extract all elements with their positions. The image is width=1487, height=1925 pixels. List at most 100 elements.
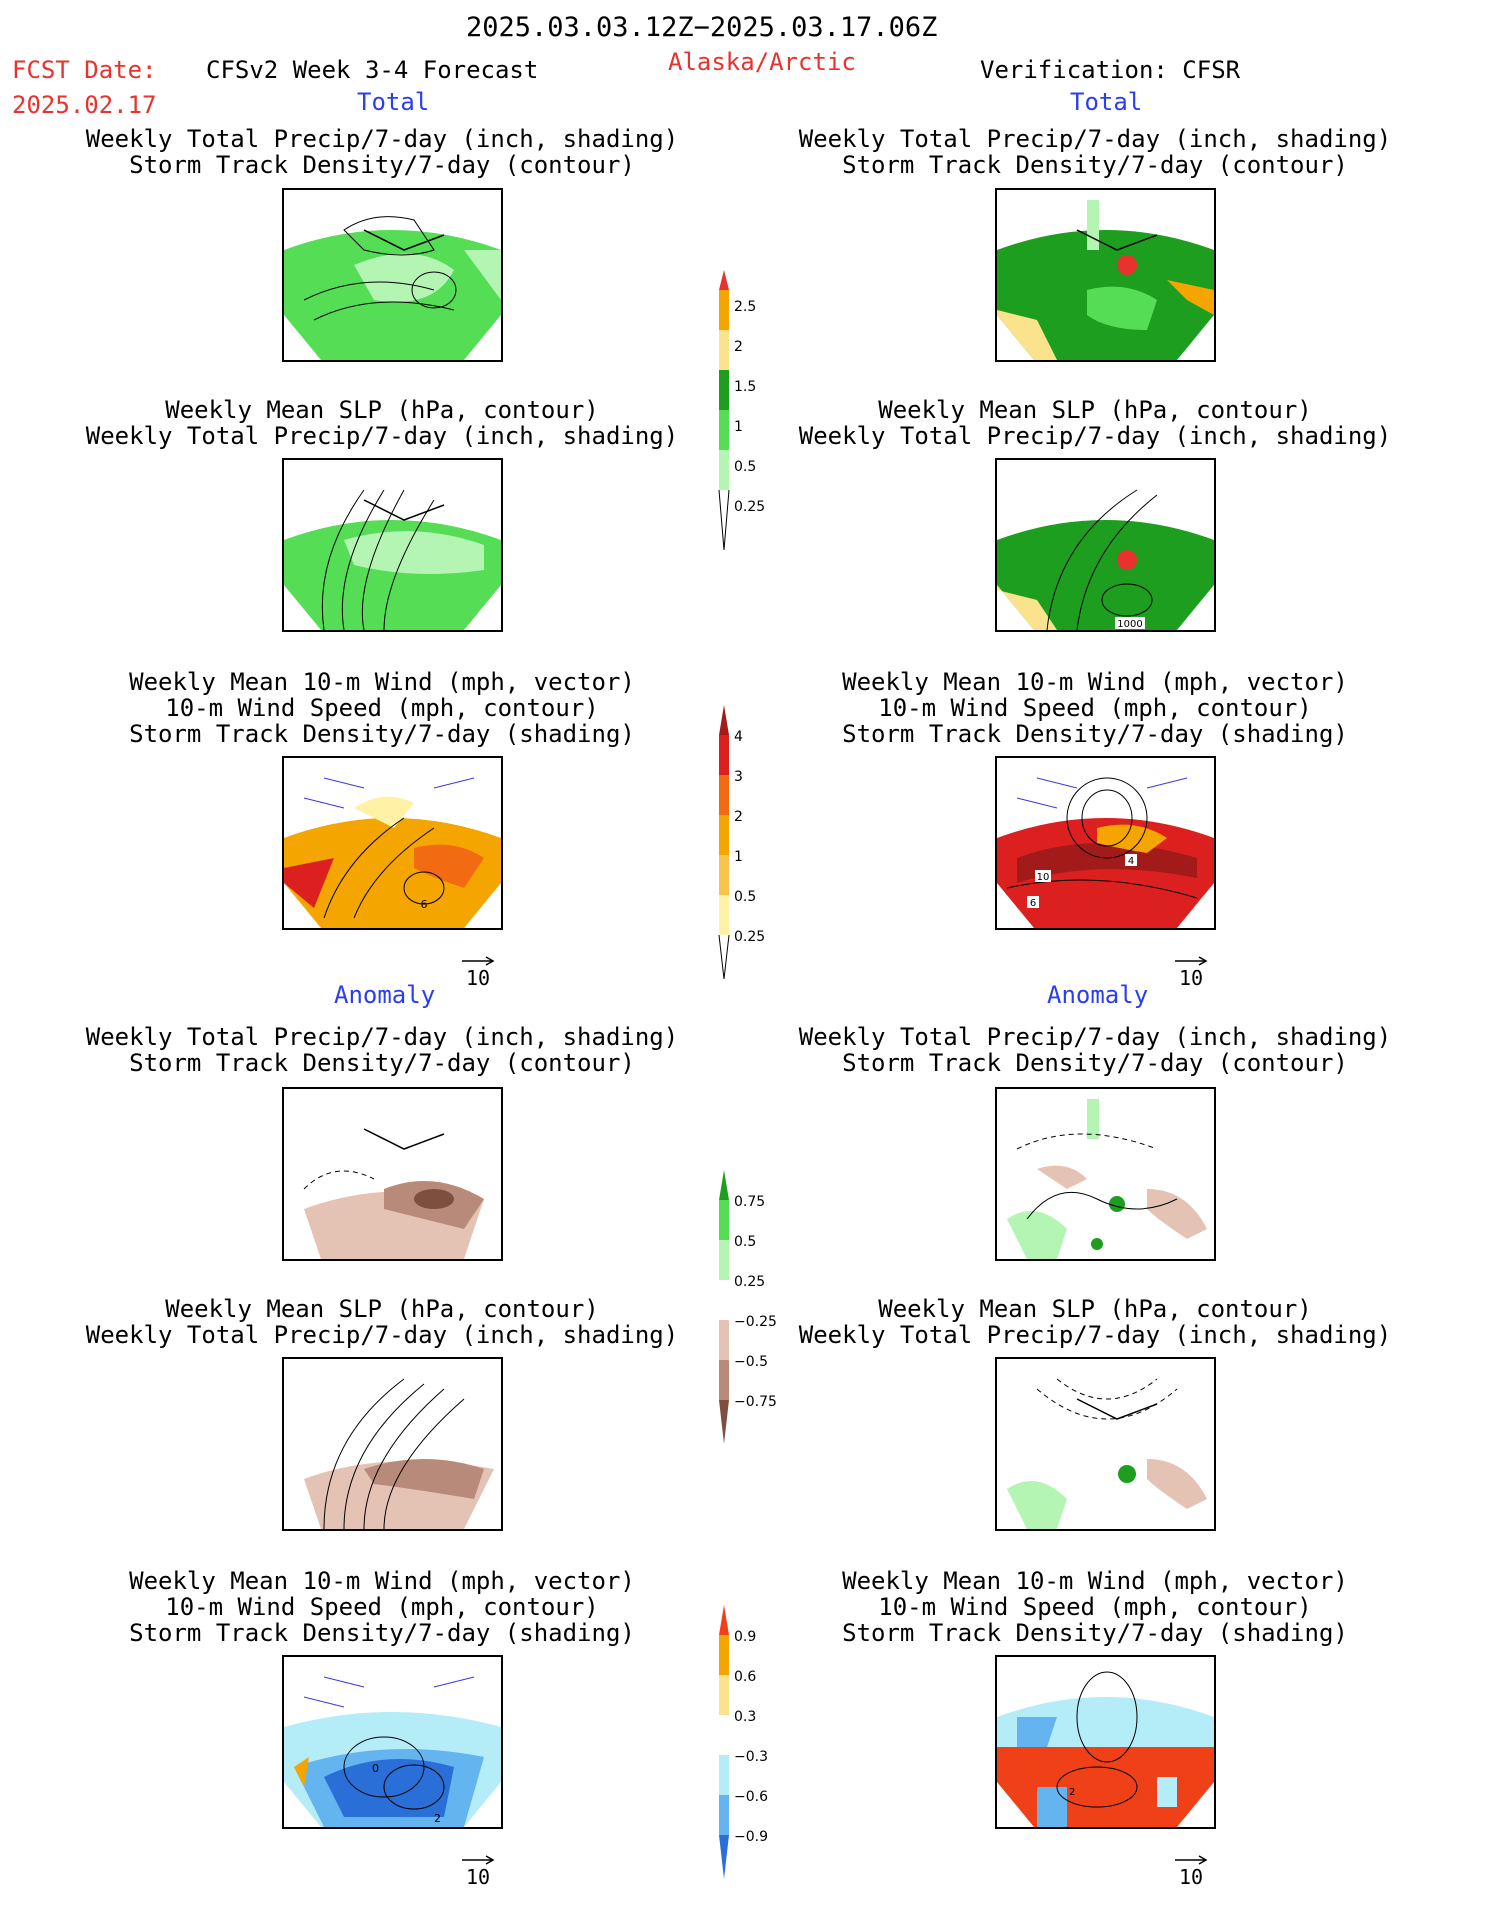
cbar-storm-anom-label-2: 0.3 bbox=[734, 1709, 756, 1725]
date-range: 2025.03.03.12Z−2025.03.17.06Z bbox=[466, 12, 938, 43]
map-fc-total-precip bbox=[282, 188, 503, 362]
title-fc-total-slp-2: Weekly Total Precip/7-day (inch, shading… bbox=[85, 422, 679, 450]
title-fc-total-wind-2: 10-m Wind Speed (mph, contour) bbox=[165, 694, 599, 722]
region-label: Alaska/Arctic bbox=[668, 48, 856, 76]
contour-label-fc-total-wind: 6 bbox=[421, 898, 428, 911]
cbar-precip-total-seg-6 bbox=[718, 489, 730, 551]
map-fc-anom-slp bbox=[282, 1357, 503, 1531]
verification-label: Verification: CFSR bbox=[980, 56, 1241, 84]
title-obs-anom-precip-2: Storm Track Density/7-day (contour) bbox=[842, 1049, 1348, 1077]
colorbar-storm-total: 4 3 2 1 0.5 0.25 bbox=[718, 705, 765, 980]
cbar-storm-anom-seg-4 bbox=[719, 1755, 729, 1795]
cbar-storm-anom-label-3: −0.3 bbox=[734, 1749, 768, 1765]
map-obs-total-precip bbox=[995, 188, 1216, 362]
title-obs-total-wind-3: Storm Track Density/7-day (shading) bbox=[842, 720, 1348, 748]
contour-label-fc-anom-wind-b: 2 bbox=[434, 1812, 441, 1825]
map-fc-total-slp bbox=[282, 458, 503, 632]
cbar-precip-anom-label-1: 0.5 bbox=[734, 1234, 756, 1250]
vector-reference-label-fc-anom: 10 bbox=[466, 1865, 491, 1889]
cbar-storm-total-seg-5 bbox=[719, 895, 729, 935]
map-obs-total-slp: 1000 bbox=[995, 458, 1216, 632]
cbar-precip-total-seg-0 bbox=[719, 270, 729, 290]
map-fc-anom-wind: 0 2 bbox=[282, 1655, 503, 1829]
cbar-storm-total-seg-2 bbox=[719, 775, 729, 815]
fcst-date-label: FCST Date: bbox=[12, 56, 157, 84]
title-obs-anom-slp-1: Weekly Mean SLP (hPa, contour) bbox=[878, 1295, 1312, 1323]
title-obs-anom-slp-2: Weekly Total Precip/7-day (inch, shading… bbox=[798, 1321, 1392, 1349]
model-title: CFSv2 Week 3-4 Forecast bbox=[206, 56, 539, 84]
section-anomaly-left: Anomaly bbox=[334, 981, 436, 1009]
map-obs-anom-wind: 2 bbox=[995, 1655, 1216, 1829]
cbar-storm-total-label-1: 3 bbox=[734, 769, 743, 785]
cbar-precip-anom-label-4: −0.5 bbox=[734, 1354, 768, 1370]
title-obs-total-wind-2: 10-m Wind Speed (mph, contour) bbox=[878, 694, 1312, 722]
cbar-precip-total-seg-4 bbox=[719, 410, 729, 450]
title-fc-total-precip-2: Storm Track Density/7-day (contour) bbox=[129, 151, 635, 179]
colorbar-precip-total: 2.5 2 1.5 1 0.5 0.25 bbox=[718, 270, 765, 551]
section-anomaly-right: Anomaly bbox=[1047, 981, 1149, 1009]
cbar-storm-total-label-2: 2 bbox=[734, 809, 743, 825]
cbar-storm-anom-seg-1 bbox=[719, 1635, 729, 1675]
vector-reference-obs-total bbox=[1175, 952, 1209, 971]
cbar-precip-total-label-3: 1 bbox=[734, 419, 743, 435]
title-obs-total-slp-2: Weekly Total Precip/7-day (inch, shading… bbox=[798, 422, 1392, 450]
cbar-storm-anom-seg-0 bbox=[719, 1605, 729, 1635]
cbar-storm-anom-seg-6 bbox=[719, 1835, 729, 1879]
fcst-date-value: 2025.02.17 bbox=[12, 91, 157, 119]
cbar-precip-total-seg-2 bbox=[719, 330, 729, 370]
title-fc-total-wind-1: Weekly Mean 10-m Wind (mph, vector) bbox=[129, 668, 635, 696]
cbar-precip-anom-seg-5 bbox=[719, 1360, 729, 1400]
title-fc-anom-precip-1: Weekly Total Precip/7-day (inch, shading… bbox=[85, 1023, 679, 1051]
title-fc-anom-wind-1: Weekly Mean 10-m Wind (mph, vector) bbox=[129, 1567, 635, 1595]
cbar-precip-total-seg-5 bbox=[719, 450, 729, 490]
cbar-precip-anom-seg-3 bbox=[719, 1280, 729, 1320]
colorbar-storm-anom: 0.9 0.6 0.3 −0.3 −0.6 −0.9 bbox=[719, 1605, 768, 1879]
title-obs-total-slp-1: Weekly Mean SLP (hPa, contour) bbox=[878, 396, 1312, 424]
cbar-storm-total-seg-6 bbox=[718, 934, 730, 980]
cbar-storm-anom-label-5: −0.9 bbox=[734, 1829, 768, 1845]
contour-label-obs-total-wind-b: 4 bbox=[1128, 856, 1134, 867]
cbar-storm-total-label-0: 4 bbox=[734, 729, 743, 745]
cbar-precip-total-label-0: 2.5 bbox=[734, 299, 756, 315]
cbar-storm-anom-seg-3 bbox=[719, 1715, 729, 1755]
section-total-right: Total bbox=[1070, 88, 1143, 116]
cbar-storm-anom-seg-5 bbox=[719, 1795, 729, 1835]
title-fc-total-wind-3: Storm Track Density/7-day (shading) bbox=[129, 720, 635, 748]
cbar-precip-anom-label-5: −0.75 bbox=[734, 1394, 777, 1410]
title-fc-anom-slp-1: Weekly Mean SLP (hPa, contour) bbox=[165, 1295, 599, 1323]
vector-reference-label-obs-total: 10 bbox=[1179, 966, 1204, 990]
contour-label-obs-slp: 1000 bbox=[1117, 619, 1142, 630]
map-obs-anom-slp bbox=[995, 1357, 1216, 1531]
map-fc-total-wind: 6 bbox=[282, 756, 503, 930]
colorbar-precip-total-segments bbox=[718, 270, 730, 551]
cbar-precip-total-seg-3 bbox=[719, 370, 729, 410]
title-fc-total-precip-1: Weekly Total Precip/7-day (inch, shading… bbox=[85, 125, 679, 153]
cbar-storm-total-seg-0 bbox=[719, 705, 729, 735]
map-obs-total-wind: 10 4 6 bbox=[995, 756, 1216, 930]
map-obs-anom-precip bbox=[995, 1087, 1216, 1261]
cbar-precip-anom-seg-0 bbox=[719, 1170, 729, 1200]
cbar-precip-total-label-4: 0.5 bbox=[734, 459, 756, 475]
vector-reference-fc-total bbox=[462, 952, 496, 971]
cbar-storm-anom-seg-2 bbox=[719, 1675, 729, 1715]
cbar-precip-anom-label-2: 0.25 bbox=[734, 1274, 765, 1290]
title-obs-total-precip-2: Storm Track Density/7-day (contour) bbox=[842, 151, 1348, 179]
contour-label-fc-anom-wind-a: 0 bbox=[372, 1762, 379, 1775]
contour-label-obs-anom-wind: 2 bbox=[1069, 1787, 1075, 1798]
cbar-storm-anom-label-4: −0.6 bbox=[734, 1789, 768, 1805]
cbar-precip-total-label-2: 1.5 bbox=[734, 379, 756, 395]
title-obs-anom-wind-1: Weekly Mean 10-m Wind (mph, vector) bbox=[842, 1567, 1348, 1595]
vector-reference-label-fc-total: 10 bbox=[466, 966, 491, 990]
colorbar-precip-anom: 0.75 0.5 0.25 −0.25 −0.5 −0.75 bbox=[719, 1170, 777, 1444]
title-obs-anom-wind-3: Storm Track Density/7-day (shading) bbox=[842, 1619, 1348, 1647]
cbar-precip-anom-seg-6 bbox=[719, 1400, 729, 1444]
title-obs-total-wind-1: Weekly Mean 10-m Wind (mph, vector) bbox=[842, 668, 1348, 696]
cbar-precip-anom-seg-2 bbox=[719, 1240, 729, 1280]
cbar-storm-total-seg-4 bbox=[719, 855, 729, 895]
cbar-precip-anom-seg-4 bbox=[719, 1320, 729, 1360]
cbar-storm-total-label-5: 0.25 bbox=[734, 929, 765, 945]
title-fc-anom-wind-3: Storm Track Density/7-day (shading) bbox=[129, 1619, 635, 1647]
cbar-precip-total-seg-1 bbox=[719, 290, 729, 330]
vector-reference-fc-anom bbox=[462, 1851, 496, 1870]
title-fc-anom-precip-2: Storm Track Density/7-day (contour) bbox=[129, 1049, 635, 1077]
